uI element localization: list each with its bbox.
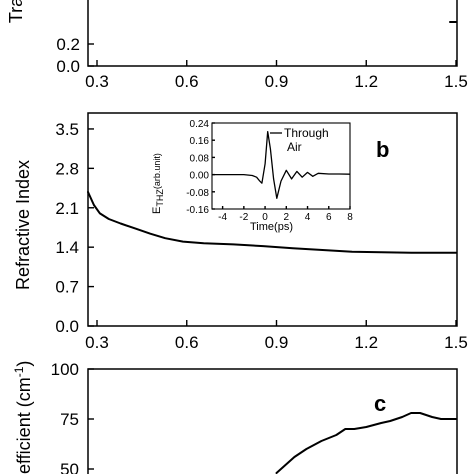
panel-c-ylabel-sup: -1 <box>12 366 26 377</box>
inset-ytick-label: 0.08 <box>190 153 210 164</box>
inset-ylabel-main: E <box>151 207 163 214</box>
inset-xtick-label: -4 <box>218 212 227 223</box>
inset-xtick-label: 4 <box>305 212 311 223</box>
panel-b-label: b <box>376 137 389 162</box>
panel-a-ylabel: Tra <box>6 0 26 23</box>
panel-c-ylabel-tail: ) <box>14 361 34 367</box>
inset-xlabel: Time(ps) <box>250 221 293 233</box>
inset-frame <box>211 122 351 210</box>
panel-c-ylabel: efficient (cm-1) <box>12 361 34 474</box>
panel-a-xtick-label: 1.5 <box>444 72 468 91</box>
panel-b-series-line <box>87 191 457 254</box>
panel-b: 0.3 0.6 0.9 1.2 1.5 0.0 0.7 1.4 2.1 2.8 3.5 Refra… <box>13 112 468 352</box>
panel-a-xtick-label: 0.3 <box>85 72 109 91</box>
panel-b-inset: -4 -2 0 2 4 6 8 -0.16 -0.08 0.00 0.08 0.16 0.24 Tim… <box>151 119 353 233</box>
inset-ytick-label: 0.00 <box>190 171 210 182</box>
panel-b-ytick-label: 0.7 <box>55 278 79 297</box>
panel-c-ytick-label: 100 <box>51 360 79 379</box>
panel-b-ylabel: Refractive Index <box>13 160 33 290</box>
inset-ytick-label: 0.16 <box>190 136 210 147</box>
panel-b-ytick-label: 2.8 <box>55 159 79 178</box>
inset-ytick-label: -0.08 <box>186 188 209 199</box>
svg-text:ETHZ(arb.unit): ETHZ(arb.unit) <box>151 153 165 214</box>
inset-xtick-label: 2 <box>284 212 290 223</box>
panel-c: 100 75 50 efficient (cm-1) c <box>12 360 458 474</box>
inset-legend-label-1: Through <box>284 126 329 140</box>
panel-a-ytick-label: 0.2 <box>56 35 80 54</box>
panel-c-series-line <box>275 412 457 474</box>
panel-b-ytick-label: 2.1 <box>55 199 79 218</box>
inset-xtick-label: 8 <box>347 212 353 223</box>
panel-a-xtick-label: 0.6 <box>175 72 199 91</box>
panel-b-xtick-label: 1.2 <box>354 333 378 352</box>
inset-xtick-label: 0 <box>262 212 268 223</box>
panel-c-ytick-label: 50 <box>60 460 79 474</box>
panel-b-xtick-label: 0.9 <box>265 333 289 352</box>
panel-b-frame <box>87 112 458 327</box>
inset-ylabel-unit: (arb.unit) <box>152 153 162 189</box>
panel-a-frame <box>87 0 458 67</box>
panel-b-ytick-label: 0.0 <box>55 317 79 336</box>
inset-legend-label-2: Air <box>287 140 302 154</box>
panel-c-ytick-label: 75 <box>60 410 79 429</box>
panel-c-ylabel-main: efficient (cm <box>14 377 34 474</box>
panel-a-xtick-label: 0.9 <box>265 72 289 91</box>
inset-xtick-label: -2 <box>239 212 248 223</box>
inset-ylabel: ETHZ(arb.unit) <box>151 153 165 214</box>
panel-b-xtick-label: 1.5 <box>444 333 468 352</box>
inset-ylabel-sub: THZ <box>155 189 165 207</box>
inset-xtick-label: 6 <box>326 212 332 223</box>
panel-b-xtick-label: 0.3 <box>85 333 109 352</box>
panel-c-frame <box>87 368 458 474</box>
panel-a: 0.3 0.6 0.9 1.2 1.5 0.0 0.2 Tra <box>6 0 468 91</box>
panel-a-xtick-label: 1.2 <box>354 72 378 91</box>
inset-ytick-label: 0.24 <box>190 119 210 130</box>
panel-b-ytick-label: 1.4 <box>55 238 79 257</box>
panel-c-label: c <box>374 391 386 416</box>
inset-ytick-label: -0.16 <box>186 205 209 216</box>
panel-b-xtick-label: 0.6 <box>175 333 199 352</box>
inset-series-line <box>212 130 351 199</box>
panel-b-ytick-label: 3.5 <box>55 120 79 139</box>
panel-a-ytick-label: 0.0 <box>56 57 80 76</box>
